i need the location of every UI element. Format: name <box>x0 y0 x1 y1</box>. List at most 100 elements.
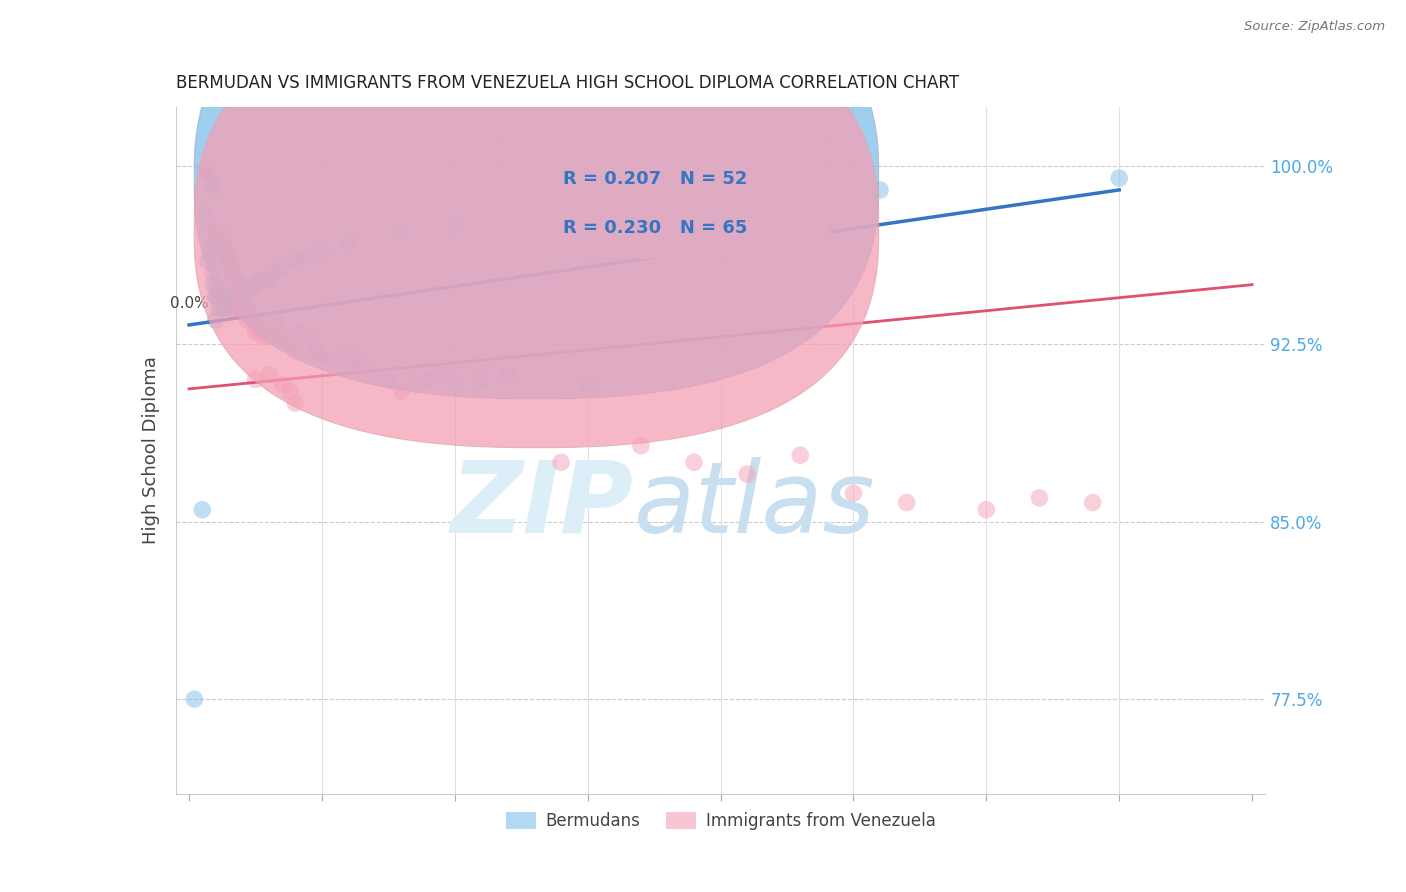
Point <box>323 353 346 368</box>
Point <box>209 301 232 316</box>
Point <box>221 266 243 280</box>
Point <box>209 254 232 268</box>
Point <box>231 289 253 303</box>
FancyBboxPatch shape <box>498 138 830 258</box>
Point <box>231 301 253 316</box>
Point <box>391 384 413 399</box>
Point <box>204 289 226 303</box>
Point <box>266 325 288 339</box>
Text: atlas: atlas <box>633 457 875 554</box>
Text: BERMUDAN VS IMMIGRANTS FROM VENEZUELA HIGH SCHOOL DIPLOMA CORRELATION CHART: BERMUDAN VS IMMIGRANTS FROM VENEZUELA HI… <box>176 74 959 92</box>
Point <box>236 301 259 316</box>
Point <box>218 289 240 303</box>
Point <box>201 183 224 197</box>
Point <box>337 235 360 249</box>
Point <box>470 372 492 386</box>
Point <box>391 226 413 240</box>
Point <box>896 495 918 509</box>
Point <box>224 266 246 280</box>
Point <box>735 467 758 482</box>
Text: R = 0.207   N = 52: R = 0.207 N = 52 <box>562 169 747 188</box>
Point <box>200 171 222 186</box>
Point <box>204 277 226 292</box>
Point <box>242 313 264 327</box>
Y-axis label: High School Diploma: High School Diploma <box>142 357 160 544</box>
Text: R = 0.230   N = 65: R = 0.230 N = 65 <box>562 219 747 237</box>
Point <box>976 502 998 516</box>
Text: Source: ZipAtlas.com: Source: ZipAtlas.com <box>1244 20 1385 33</box>
Point <box>207 282 229 296</box>
Point <box>239 282 262 296</box>
Point <box>224 296 246 310</box>
Point <box>221 296 243 310</box>
Point <box>496 368 519 382</box>
Point <box>271 330 294 344</box>
Point <box>418 372 440 386</box>
Point <box>869 183 891 197</box>
Point <box>443 219 465 233</box>
Point <box>430 368 453 382</box>
Point <box>212 301 235 316</box>
Point <box>204 226 226 240</box>
Point <box>231 277 253 292</box>
Point <box>842 486 865 500</box>
Point <box>523 206 546 220</box>
Point <box>576 377 599 392</box>
Point <box>236 313 259 327</box>
Point <box>377 372 399 386</box>
Point <box>245 325 267 339</box>
Point <box>245 372 267 386</box>
Point <box>239 306 262 320</box>
Point <box>364 368 387 382</box>
Point <box>249 325 271 339</box>
Point <box>298 249 321 263</box>
Point <box>200 242 222 256</box>
Point <box>201 266 224 280</box>
Point <box>257 368 280 382</box>
Point <box>350 353 373 368</box>
Point <box>225 287 247 301</box>
Point <box>257 273 280 287</box>
Point <box>245 320 267 334</box>
Point <box>221 259 243 273</box>
Text: 0.0%: 0.0% <box>170 296 208 311</box>
Point <box>311 349 333 363</box>
Point <box>252 330 274 344</box>
Point <box>271 377 294 392</box>
Point <box>305 343 328 358</box>
Point <box>789 448 811 462</box>
Point <box>218 254 240 268</box>
Point <box>183 692 205 706</box>
Point <box>191 502 214 516</box>
Point <box>204 313 226 327</box>
Point <box>207 289 229 303</box>
Point <box>194 164 217 178</box>
Point <box>404 377 426 392</box>
Point <box>278 384 301 399</box>
Point <box>311 242 333 256</box>
Point <box>212 230 235 244</box>
Point <box>683 455 706 469</box>
Point <box>215 289 238 303</box>
Point <box>207 235 229 249</box>
Point <box>204 289 226 303</box>
Point <box>200 219 222 233</box>
Point <box>197 254 219 268</box>
Point <box>343 360 366 375</box>
Point <box>1028 491 1050 505</box>
Point <box>337 349 360 363</box>
Point <box>212 289 235 303</box>
Point <box>228 282 250 296</box>
Point <box>225 277 247 292</box>
Point <box>263 266 285 280</box>
Point <box>290 325 312 339</box>
FancyBboxPatch shape <box>194 0 879 399</box>
Point <box>228 301 250 316</box>
Point <box>233 306 256 320</box>
Point <box>236 287 259 301</box>
Point <box>218 249 240 263</box>
Point <box>207 301 229 316</box>
Point <box>245 277 267 292</box>
Point <box>257 330 280 344</box>
Point <box>762 194 785 209</box>
